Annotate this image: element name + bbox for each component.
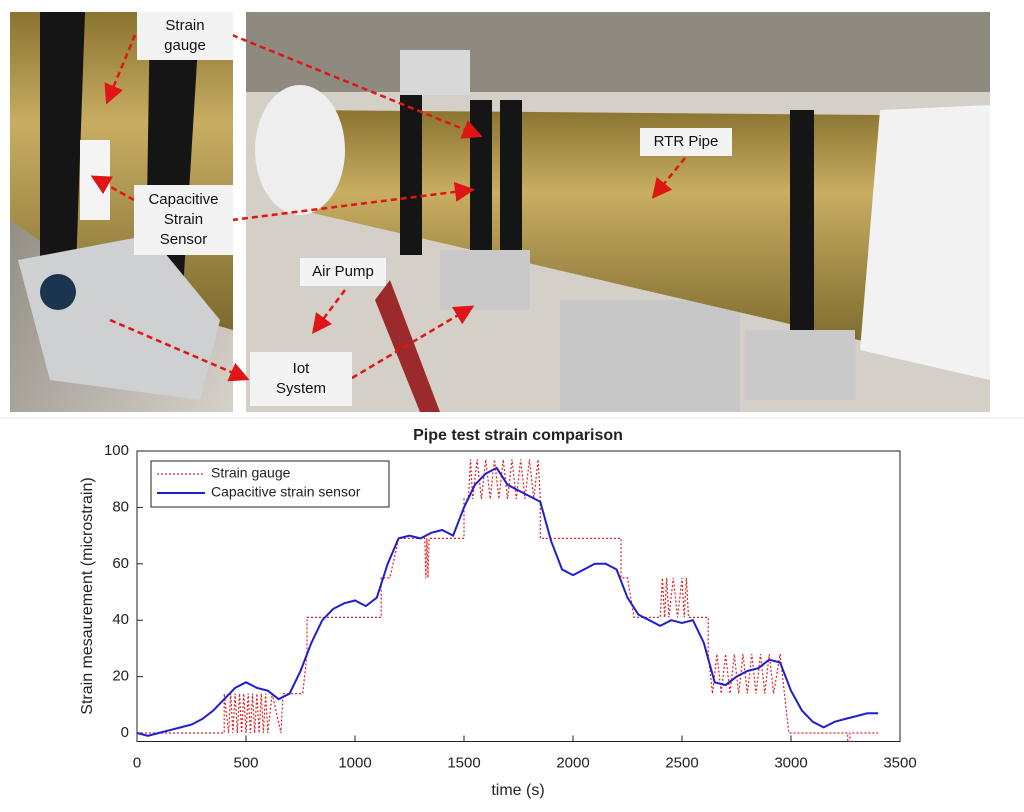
x-tick-label: 3000 [774, 754, 807, 771]
y-tick-label: 40 [112, 611, 129, 628]
photo-label: Iot System [250, 352, 352, 406]
y-tick-label: 80 [112, 498, 129, 515]
chart-title: Pipe test strain comparison [413, 427, 623, 444]
x-tick-label: 500 [233, 754, 258, 771]
photo-label: Air Pump [300, 258, 386, 286]
x-axis-label: time (s) [491, 782, 544, 799]
x-tick-label: 1000 [338, 754, 371, 771]
y-axis-label: Strain mesaurement (microstrain) [79, 477, 96, 714]
x-tick-label: 0 [133, 754, 141, 771]
x-tick-label: 3500 [883, 754, 916, 771]
series-line [137, 459, 879, 743]
legend-label: Capacitive strain sensor [211, 484, 361, 500]
x-tick-label: 2000 [556, 754, 589, 771]
y-tick-label: 100 [104, 442, 129, 459]
y-tick-label: 20 [112, 668, 129, 685]
photo-label: Strain gauge [137, 12, 233, 60]
series-line [136, 466, 879, 737]
legend-box [150, 460, 390, 508]
photo-label: Capacitive Strain Sensor [134, 185, 233, 255]
legend-label: Strain gauge [211, 465, 291, 481]
photo-right [246, 12, 990, 412]
x-tick-label: 1500 [447, 754, 480, 771]
y-tick-label: 60 [112, 555, 129, 572]
x-tick-label: 2500 [665, 754, 698, 771]
arrows [90, 33, 686, 382]
photo-label: RTR Pipe [640, 128, 732, 156]
y-tick-label: 0 [121, 724, 129, 741]
